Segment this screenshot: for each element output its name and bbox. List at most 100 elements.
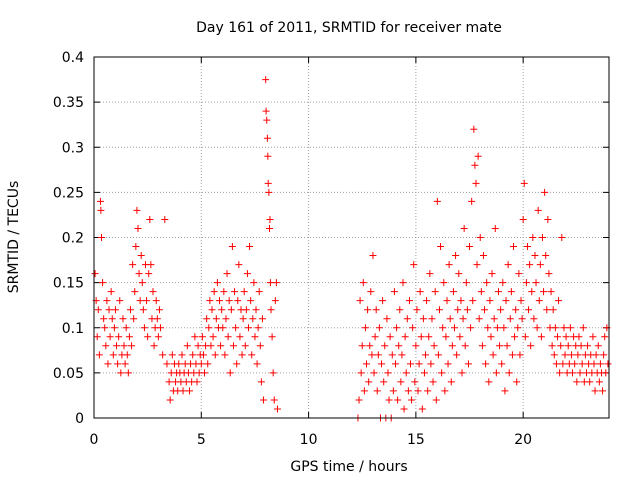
data-point xyxy=(471,161,479,169)
data-point xyxy=(206,297,214,305)
data-point xyxy=(243,270,251,278)
data-point xyxy=(468,197,476,205)
data-point xyxy=(236,333,244,341)
data-point xyxy=(508,351,516,359)
data-point xyxy=(511,333,519,341)
x-tick-label: 20 xyxy=(514,432,532,448)
data-point xyxy=(218,306,226,314)
data-point xyxy=(185,387,193,395)
data-point xyxy=(363,360,371,368)
data-point xyxy=(386,333,394,341)
data-point xyxy=(380,378,388,386)
data-point xyxy=(422,351,430,359)
data-point xyxy=(149,288,157,296)
data-point xyxy=(549,306,557,314)
data-point xyxy=(567,351,575,359)
data-point xyxy=(453,351,461,359)
data-point xyxy=(140,324,148,332)
data-point xyxy=(135,270,143,278)
data-point xyxy=(404,387,412,395)
data-point xyxy=(440,279,448,287)
data-point xyxy=(364,306,372,314)
data-point xyxy=(479,252,487,260)
data-point xyxy=(535,297,543,305)
data-point xyxy=(183,342,191,350)
data-point xyxy=(234,297,242,305)
data-point xyxy=(262,76,270,84)
data-point xyxy=(499,279,507,287)
data-point xyxy=(446,315,454,323)
data-point xyxy=(540,288,548,296)
data-point xyxy=(401,333,409,341)
data-point xyxy=(560,324,568,332)
y-tick-label: 0.05 xyxy=(53,366,84,382)
data-point xyxy=(420,369,428,377)
data-point xyxy=(584,342,592,350)
data-point xyxy=(216,297,224,305)
data-point xyxy=(94,306,102,314)
data-point xyxy=(105,306,113,314)
data-point xyxy=(576,369,584,377)
data-point xyxy=(530,315,538,323)
y-axis-title: SRMTID / TECUs xyxy=(6,181,22,294)
data-point xyxy=(512,306,520,314)
data-point xyxy=(515,270,523,278)
data-point xyxy=(491,224,499,232)
data-point xyxy=(541,188,549,196)
data-point xyxy=(400,405,408,413)
data-point xyxy=(438,369,446,377)
data-point xyxy=(369,252,377,260)
data-point xyxy=(444,360,452,368)
plot-frame xyxy=(93,56,610,419)
data-point xyxy=(427,360,435,368)
data-point xyxy=(526,261,534,269)
data-point xyxy=(405,297,413,305)
data-point xyxy=(168,351,176,359)
data-point xyxy=(114,360,122,368)
y-tick-label: 0 xyxy=(75,411,84,427)
data-point xyxy=(163,360,171,368)
data-point xyxy=(424,387,432,395)
x-tick-label: 0 xyxy=(90,432,99,448)
data-point xyxy=(571,360,579,368)
data-point xyxy=(203,315,211,323)
data-points xyxy=(91,76,612,422)
data-point xyxy=(531,252,539,260)
data-point xyxy=(179,387,187,395)
data-point xyxy=(104,360,112,368)
data-point xyxy=(165,378,173,386)
data-point xyxy=(456,333,464,341)
data-point xyxy=(262,107,270,115)
data-point xyxy=(554,333,561,341)
data-point xyxy=(513,378,521,386)
data-point xyxy=(212,315,220,323)
data-point xyxy=(478,342,486,350)
data-point xyxy=(365,378,373,386)
data-point xyxy=(548,342,556,350)
y-tick-label: 0.2 xyxy=(62,231,84,247)
data-point xyxy=(155,306,163,314)
data-point xyxy=(258,315,266,323)
data-point xyxy=(542,252,550,260)
data-point xyxy=(596,360,604,368)
data-point xyxy=(145,270,153,278)
data-point xyxy=(267,306,275,314)
data-point xyxy=(481,306,489,314)
data-point xyxy=(426,270,434,278)
data-point xyxy=(359,279,367,287)
data-point xyxy=(578,360,586,368)
data-point xyxy=(175,360,183,368)
data-point xyxy=(496,342,504,350)
data-point xyxy=(466,243,474,251)
data-point xyxy=(138,279,146,287)
data-point xyxy=(395,342,403,350)
data-point xyxy=(99,279,107,287)
data-point xyxy=(506,315,514,323)
data-point xyxy=(116,297,124,305)
data-point xyxy=(544,215,552,223)
data-point xyxy=(448,342,456,350)
data-point xyxy=(482,360,490,368)
data-point xyxy=(523,243,531,251)
data-point xyxy=(449,288,457,296)
